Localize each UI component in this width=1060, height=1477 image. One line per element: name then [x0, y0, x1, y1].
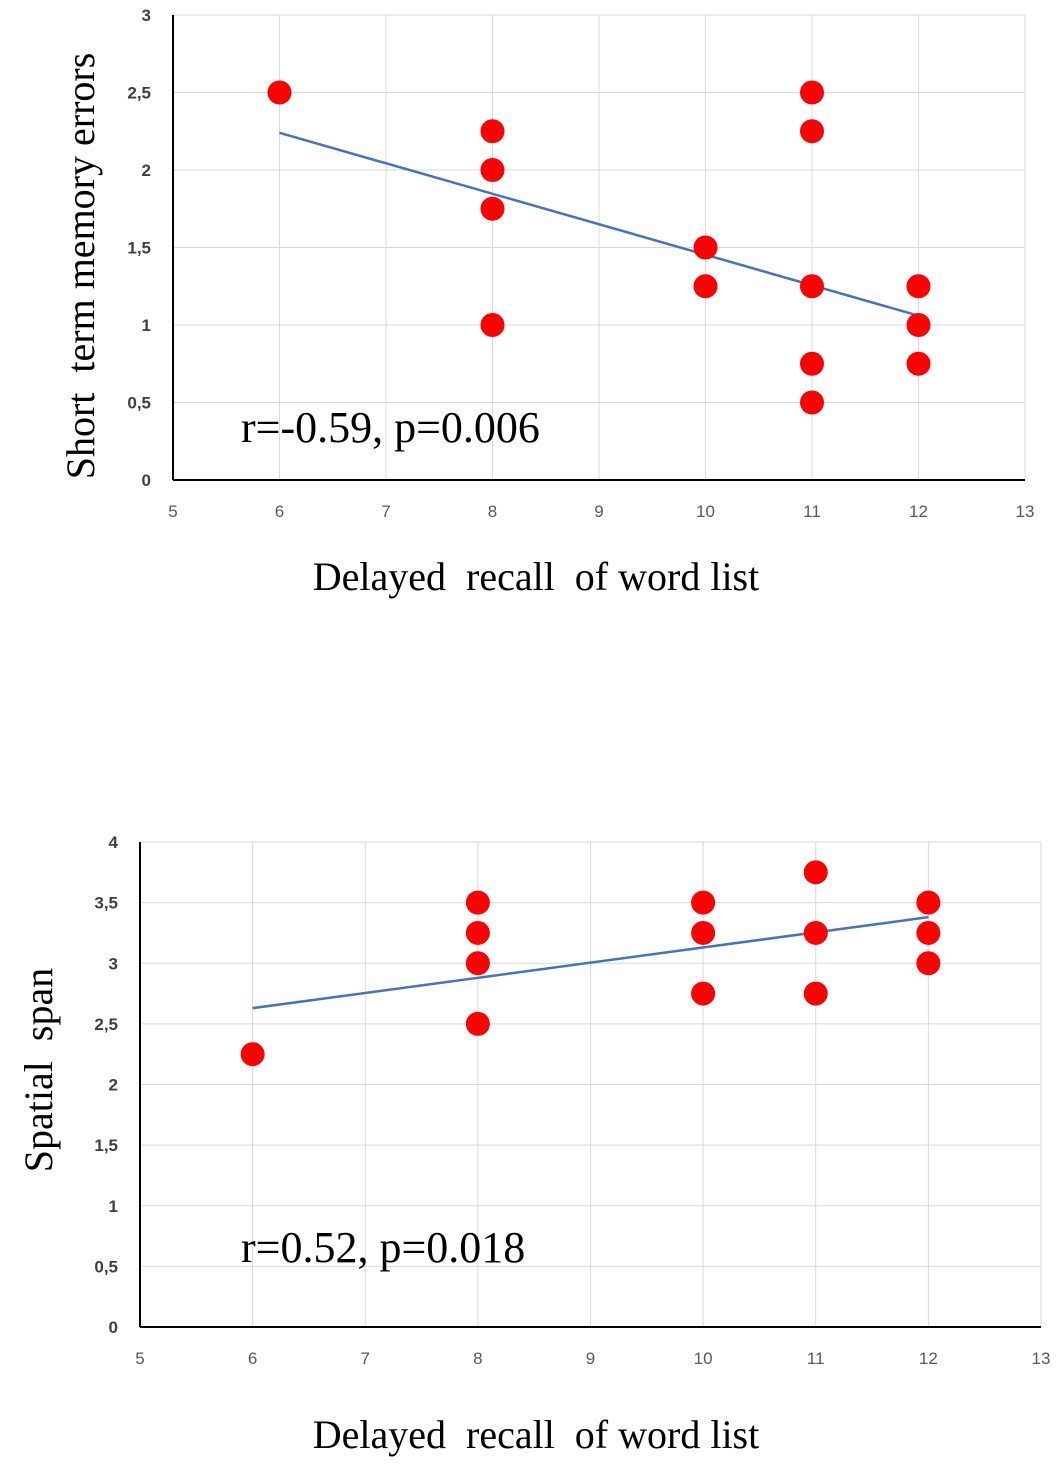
- x-tick-label: 6: [248, 1349, 257, 1368]
- data-point: [240, 1042, 265, 1067]
- y-tick-label: 2,5: [127, 84, 151, 103]
- x-tick-label: 13: [1032, 1349, 1051, 1368]
- x-tick-label: 10: [694, 1349, 713, 1368]
- data-point: [800, 119, 824, 144]
- data-point: [916, 920, 941, 945]
- data-point: [693, 235, 718, 260]
- y-tick-label: 0,5: [127, 394, 151, 413]
- data-point: [465, 920, 490, 945]
- data-point: [480, 158, 505, 182]
- chart-1-annotation: r=-0.59, p=0.006: [241, 403, 540, 452]
- data-point: [800, 274, 824, 299]
- y-tick-label: 0: [109, 1318, 118, 1337]
- chart-2: 5 6 7 8 9 10 11 12 13 0 0,5 1 1,5 2 2,5 3 3,5 4 r=0.52, …: [16, 833, 1050, 1457]
- data-point: [803, 981, 828, 1006]
- x-tick-label: 5: [168, 502, 177, 521]
- chart-1: 5 6 7 8 9 10 11 12 13 0 0,5 1 1,5 2 2,5 3 r=-0.59, p=0…: [58, 6, 1034, 599]
- x-tick-label: 12: [919, 1349, 938, 1368]
- chart-2-annotation: r=0.52, p=0.018: [241, 1223, 525, 1272]
- x-tick-label: 13: [1016, 502, 1035, 521]
- data-point: [916, 951, 941, 976]
- x-tick-label: 12: [909, 502, 928, 521]
- chart-2-x-axis-title: Delayed recall of word list: [313, 1412, 760, 1457]
- y-tick-label: 2: [109, 1076, 118, 1095]
- y-tick-label: 2: [142, 161, 151, 180]
- chart-1-x-axis-title: Delayed recall of word list: [313, 554, 760, 599]
- y-tick-label: 3: [109, 954, 118, 973]
- x-tick-label: 10: [696, 502, 715, 521]
- data-point: [906, 274, 931, 299]
- y-tick-label: 1: [142, 316, 151, 335]
- x-tick-label: 8: [488, 502, 497, 521]
- y-tick-label: 4: [109, 833, 119, 852]
- data-point: [803, 920, 828, 945]
- data-point: [480, 313, 505, 337]
- chart-2-points: [240, 860, 941, 1067]
- x-tick-label: 6: [275, 502, 284, 521]
- x-tick-label: 9: [594, 502, 603, 521]
- data-point: [906, 313, 931, 337]
- chart-1-y-axis-title: Short term memory errors: [58, 53, 103, 480]
- data-point: [803, 860, 828, 885]
- chart-1-y-ticks: 0 0,5 1 1,5 2 2,5 3: [127, 6, 151, 490]
- x-tick-label: 11: [803, 502, 821, 521]
- y-tick-label: 0,5: [94, 1257, 118, 1276]
- y-tick-label: 2,5: [94, 1015, 118, 1034]
- data-point: [906, 351, 931, 376]
- data-point: [480, 119, 505, 144]
- data-point: [693, 274, 718, 299]
- data-point: [800, 80, 824, 105]
- data-point: [480, 196, 505, 221]
- data-point: [800, 390, 824, 415]
- data-point: [916, 890, 941, 915]
- chart-1-points: [267, 80, 931, 415]
- x-tick-label: 7: [361, 1349, 370, 1368]
- y-tick-label: 3: [142, 6, 151, 25]
- x-tick-label: 11: [807, 1349, 825, 1368]
- chart-2-y-axis-title: Spatial span: [16, 968, 61, 1172]
- chart-2-y-ticks: 0 0,5 1 1,5 2 2,5 3 3,5 4: [94, 833, 118, 1337]
- y-tick-label: 1,5: [94, 1136, 118, 1155]
- chart-1-x-ticks: 5 6 7 8 9 10 11 12 13: [168, 502, 1034, 521]
- data-point: [465, 890, 490, 915]
- data-point: [691, 920, 716, 945]
- chart-2-x-ticks: 5 6 7 8 9 10 11 12 13: [135, 1349, 1050, 1368]
- y-tick-label: 0: [142, 471, 151, 490]
- data-point: [465, 951, 490, 976]
- y-tick-label: 3,5: [94, 894, 118, 913]
- data-point: [691, 981, 716, 1006]
- data-point: [267, 80, 292, 105]
- data-point: [800, 351, 824, 376]
- x-tick-label: 7: [381, 502, 390, 521]
- x-tick-label: 8: [473, 1349, 482, 1368]
- x-tick-label: 9: [586, 1349, 595, 1368]
- data-point: [465, 1011, 490, 1036]
- y-tick-label: 1: [109, 1197, 118, 1216]
- data-point: [691, 890, 716, 915]
- x-tick-label: 5: [135, 1349, 144, 1368]
- y-tick-label: 1,5: [127, 239, 151, 258]
